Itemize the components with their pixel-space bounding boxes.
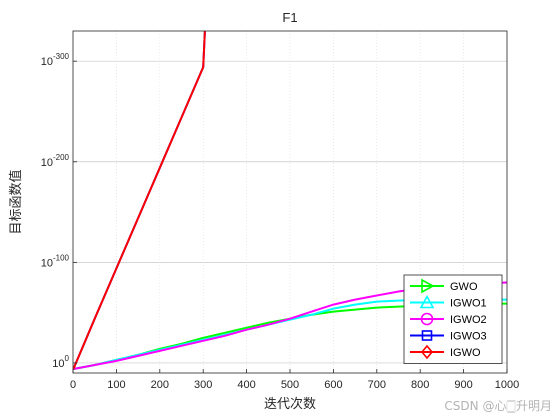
x-tick-label: 800 (411, 379, 429, 391)
x-tick-label: 500 (281, 379, 299, 391)
x-tick-label: 900 (454, 379, 472, 391)
y-tick-label: 10-300 (41, 52, 70, 68)
legend-item: GWO (410, 278, 478, 294)
legend-item: IGWO1 (410, 294, 487, 310)
legend-marker (420, 312, 434, 326)
legend-marker (421, 278, 435, 294)
x-tick-label: 1000 (495, 379, 519, 391)
ticks: 0 100 200 300 400 500 600 700 800 900 100010010-10… (41, 52, 520, 391)
legend-item: IGWO3 (410, 330, 487, 343)
series-igwo (73, 31, 206, 370)
x-tick-label: 100 (107, 379, 125, 391)
x-tick-label: 700 (368, 379, 386, 391)
series-line (73, 31, 206, 370)
y-tick-label: 100 (52, 354, 69, 370)
legend-label: IGWO (450, 347, 481, 359)
x-tick-label: 400 (237, 379, 255, 391)
legend-item: IGWO2 (410, 312, 487, 326)
legend-marker (421, 330, 433, 341)
y-axis-title: 目标函数值 (8, 169, 24, 234)
watermark: CSDN @心🀆升明月 (444, 399, 552, 413)
y-tick-label: 10-100 (41, 253, 70, 269)
x-tick-label: 200 (151, 379, 169, 391)
chart-title: F1 (282, 10, 297, 25)
x-tick-label: 0 (70, 379, 76, 391)
legend-marker (420, 344, 434, 360)
legend-label: IGWO2 (450, 314, 487, 326)
legend-label: IGWO3 (450, 331, 487, 343)
legend-item: IGWO (410, 344, 481, 360)
x-tick-label: 600 (324, 379, 342, 391)
legend-marker (419, 294, 435, 309)
legend: GWO IGWO1 IGWO2 IGWO3 IGWO (403, 274, 503, 364)
legend-label: GWO (450, 281, 478, 293)
series-igwo3 (73, 31, 206, 370)
x-axis-title: 迭代次数 (264, 396, 316, 412)
legend-label: IGWO1 (450, 298, 487, 310)
series-line (73, 31, 206, 370)
y-tick-label: 10-200 (41, 153, 70, 169)
x-tick-label: 300 (194, 379, 212, 391)
